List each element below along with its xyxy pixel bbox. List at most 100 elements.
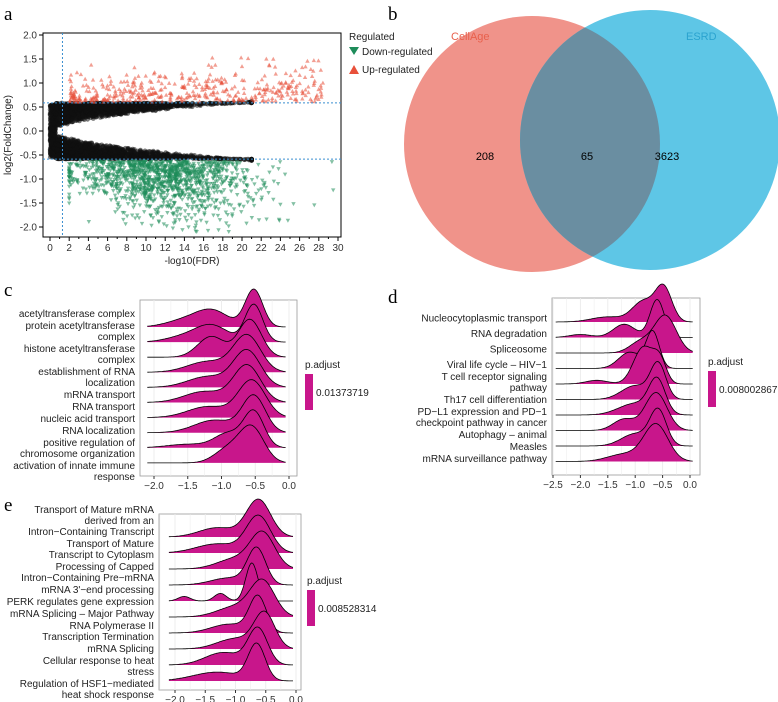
point-up-regulated <box>104 86 109 91</box>
point-down-regulated <box>77 191 82 196</box>
point-not-significant <box>91 104 96 109</box>
point-down-regulated <box>94 159 100 164</box>
row-label: Autophagy – animal <box>459 430 547 441</box>
point-up-regulated <box>105 83 110 88</box>
y-tick-label: 1.0 <box>23 79 37 90</box>
point-up-regulated <box>278 81 284 86</box>
point-down-regulated <box>138 183 144 188</box>
point-down-regulated <box>195 204 200 209</box>
point-down-regulated <box>196 187 201 192</box>
point-up-regulated <box>172 81 177 86</box>
point-down-regulated <box>143 168 148 173</box>
point-down-regulated <box>224 221 229 226</box>
point-down-regulated <box>240 168 245 173</box>
point-up-regulated <box>108 93 113 98</box>
point-down-regulated <box>263 185 269 190</box>
point-up-regulated <box>308 66 314 71</box>
point-up-regulated <box>77 93 82 98</box>
point-not-significant <box>90 142 95 148</box>
point-down-regulated <box>179 197 185 202</box>
point-up-regulated <box>69 84 74 89</box>
ridge-outline <box>147 288 286 328</box>
point-up-regulated <box>290 88 295 93</box>
point-down-regulated <box>195 191 200 196</box>
point-up-regulated <box>262 73 267 78</box>
point-down-regulated <box>137 186 143 191</box>
point-down-regulated <box>181 183 186 188</box>
point-down-regulated <box>101 188 106 193</box>
point-up-regulated <box>108 81 113 86</box>
point-down-regulated <box>89 165 94 170</box>
point-up-regulated <box>68 79 74 84</box>
point-down-regulated <box>90 184 95 189</box>
point-up-regulated <box>303 93 308 98</box>
point-not-significant <box>157 106 162 112</box>
point-down-regulated <box>67 172 72 177</box>
point-down-regulated <box>189 207 195 212</box>
row-label: derived from an <box>85 516 154 527</box>
point-up-regulated <box>94 91 100 96</box>
point-down-regulated <box>132 203 137 208</box>
point-down-regulated <box>85 176 91 181</box>
point-up-regulated <box>257 90 262 95</box>
point-down-regulated <box>201 167 207 172</box>
x-tick-label: −1.5 <box>195 695 215 702</box>
point-down-regulated <box>67 166 72 171</box>
point-not-significant <box>160 153 165 158</box>
point-down-regulated <box>102 168 107 173</box>
point-up-regulated <box>121 79 127 84</box>
x-tick-label: −2.0 <box>165 695 185 702</box>
point-down-regulated <box>90 191 95 196</box>
point-up-regulated <box>180 74 185 79</box>
x-tick-label: −1.5 <box>598 480 618 491</box>
point-not-significant <box>93 145 99 150</box>
row-label: Transcript to Cytoplasm <box>49 550 154 561</box>
point-down-regulated <box>196 209 201 214</box>
point-down-regulated <box>184 174 189 179</box>
point-up-regulated <box>283 71 289 76</box>
point-up-regulated <box>125 79 130 84</box>
point-down-regulated <box>158 192 163 197</box>
point-up-regulated <box>255 85 260 90</box>
point-not-significant <box>90 110 96 116</box>
y-tick-label: 2.0 <box>23 31 37 42</box>
y-tick-label: -0.5 <box>20 151 38 162</box>
point-down-regulated <box>90 186 96 191</box>
point-down-regulated <box>169 185 174 190</box>
point-down-regulated <box>276 217 282 222</box>
point-up-regulated <box>67 77 73 82</box>
point-down-regulated <box>155 191 160 196</box>
x-tick-label: 22 <box>256 243 268 254</box>
point-up-regulated <box>319 94 324 99</box>
point-up-regulated <box>168 98 173 103</box>
point-down-regulated <box>200 186 206 191</box>
point-down-regulated <box>184 161 189 166</box>
point-not-significant <box>47 122 53 127</box>
point-up-regulated <box>206 62 211 67</box>
point-up-regulated <box>250 97 255 102</box>
point-not-significant <box>55 146 60 152</box>
x-tick-label: 4 <box>86 243 92 254</box>
point-down-regulated <box>121 195 127 200</box>
point-down-regulated <box>173 184 179 189</box>
point-down-regulated <box>156 164 161 169</box>
point-not-significant <box>85 104 91 109</box>
x-tick-label: 20 <box>236 243 248 254</box>
point-up-regulated <box>130 91 135 96</box>
point-up-regulated <box>288 83 294 88</box>
legend-color-bar <box>305 374 313 410</box>
point-up-regulated <box>272 64 278 69</box>
row-label: pathway <box>510 383 547 394</box>
point-not-significant <box>203 101 209 107</box>
point-down-regulated <box>116 191 121 196</box>
point-down-regulated <box>84 165 90 170</box>
point-up-regulated <box>107 74 112 79</box>
row-label: Measles <box>510 442 547 453</box>
panel-letter-e: e <box>4 495 12 516</box>
point-up-regulated <box>276 93 281 98</box>
point-down-regulated <box>157 173 162 178</box>
point-down-regulated <box>214 198 219 203</box>
point-not-significant <box>165 103 170 108</box>
y-axis-title: log2(FoldChange) <box>3 95 14 175</box>
point-down-regulated <box>146 161 151 166</box>
